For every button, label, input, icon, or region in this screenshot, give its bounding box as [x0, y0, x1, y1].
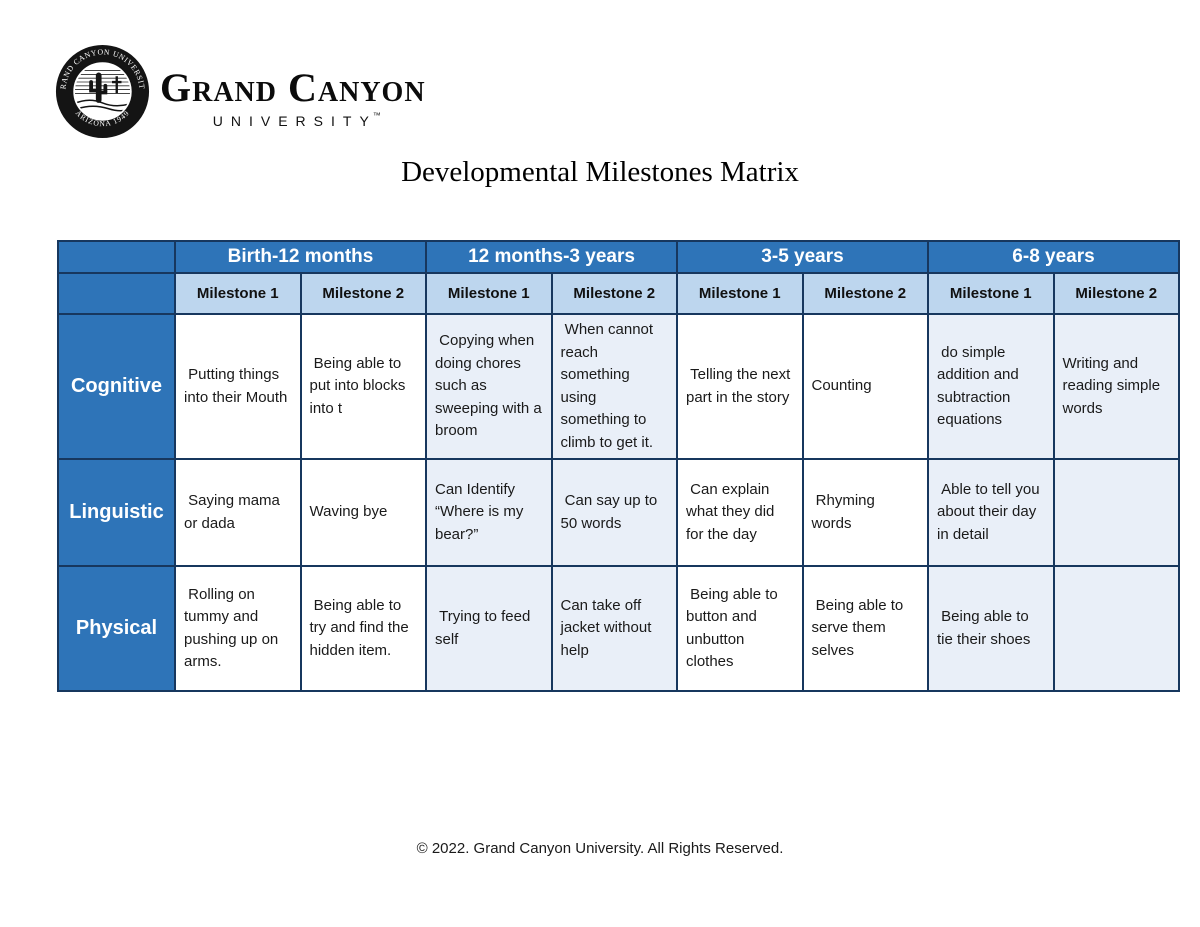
- cell-cognitive-4: When cannot reach something using someth…: [550, 313, 678, 460]
- milestone-header: Milestone 1: [425, 272, 553, 315]
- table-row-cognitive: Cognitive Putting things into their Mout…: [57, 313, 1180, 460]
- milestones-table: Birth-12 months 12 months-3 years 3-5 ye…: [57, 240, 1180, 692]
- cell-linguistic-6: Rhyming words: [801, 458, 929, 567]
- cell-cognitive-2: Being able to put into blocks into t: [299, 313, 427, 460]
- logo-name: Grand Canyon: [160, 65, 426, 110]
- cell-linguistic-4: Can say up to 50 words: [550, 458, 678, 567]
- corner-cell-2: [57, 272, 176, 315]
- cell-physical-5: Being able to button and unbutton clothe…: [676, 565, 804, 692]
- table-row-linguistic: Linguistic Saying mama or dada Waving by…: [57, 458, 1180, 567]
- logo-subtitle: University ™: [205, 111, 381, 129]
- age-group-3-5y: 3-5 years: [676, 240, 929, 274]
- cell-linguistic-3: Can Identify “Where is my bear?”: [425, 458, 553, 567]
- milestone-header-row: Milestone 1 Milestone 2 Milestone 1 Mile…: [57, 272, 1180, 315]
- logo-university-text: University: [212, 113, 377, 129]
- cell-cognitive-3: Copying when doing chores such as sweepi…: [425, 313, 553, 460]
- logo-wordmark: Grand Canyon University ™: [160, 65, 426, 130]
- milestone-header: Milestone 2: [801, 272, 929, 315]
- cell-cognitive-7: do simple addition and subtraction equat…: [927, 313, 1055, 460]
- cell-cognitive-1: Putting things into their Mouth: [174, 313, 302, 460]
- cell-physical-2: Being able to try and find the hidden it…: [299, 565, 427, 692]
- gcu-seal-icon: GRAND CANYON UNIVERSITY ARIZONA 1949: [55, 44, 150, 139]
- age-group-6-8y: 6-8 years: [927, 240, 1180, 274]
- age-group-12m-3y: 12 months-3 years: [425, 240, 678, 274]
- cell-linguistic-8: [1052, 458, 1180, 567]
- cell-physical-3: Trying to feed self: [425, 565, 553, 692]
- cell-physical-1: Rolling on tummy and pushing up on arms.: [174, 565, 302, 692]
- cell-linguistic-2: Waving bye: [299, 458, 427, 567]
- category-linguistic: Linguistic: [57, 458, 176, 567]
- cell-physical-4: Can take off jacket without help: [550, 565, 678, 692]
- cell-cognitive-6: Counting: [801, 313, 929, 460]
- cell-physical-6: Being able to serve them selves: [801, 565, 929, 692]
- gcu-logo: GRAND CANYON UNIVERSITY ARIZONA 1949 Gra…: [55, 44, 426, 139]
- copyright-text: © 2022. Grand Canyon University. All Rig…: [416, 840, 784, 857]
- milestone-header: Milestone 2: [550, 272, 678, 315]
- cell-linguistic-1: Saying mama or dada: [174, 458, 302, 567]
- milestone-header: Milestone 1: [676, 272, 804, 315]
- milestone-header: Milestone 1: [927, 272, 1055, 315]
- cell-cognitive-8: Writing and reading simple words: [1052, 313, 1180, 460]
- trademark-symbol: ™: [372, 111, 381, 120]
- milestone-header: Milestone 2: [1052, 272, 1180, 315]
- cell-linguistic-7: Able to tell you about their day in deta…: [927, 458, 1055, 567]
- corner-cell: [57, 240, 176, 274]
- cell-cognitive-5: Telling the next part in the story: [676, 313, 804, 460]
- cell-physical-8: [1052, 565, 1180, 692]
- age-group-header-row: Birth-12 months 12 months-3 years 3-5 ye…: [57, 240, 1180, 274]
- milestone-header: Milestone 1: [174, 272, 302, 315]
- cell-linguistic-5: Can explain what they did for the day: [676, 458, 804, 567]
- category-physical: Physical: [57, 565, 176, 692]
- milestone-header: Milestone 2: [299, 272, 427, 315]
- category-cognitive: Cognitive: [57, 313, 176, 460]
- age-group-birth-12: Birth-12 months: [174, 240, 427, 274]
- cell-physical-7: Being able to tie their shoes: [927, 565, 1055, 692]
- page-title: Developmental Milestones Matrix: [401, 156, 799, 188]
- table-row-physical: Physical Rolling on tummy and pushing up…: [57, 565, 1180, 692]
